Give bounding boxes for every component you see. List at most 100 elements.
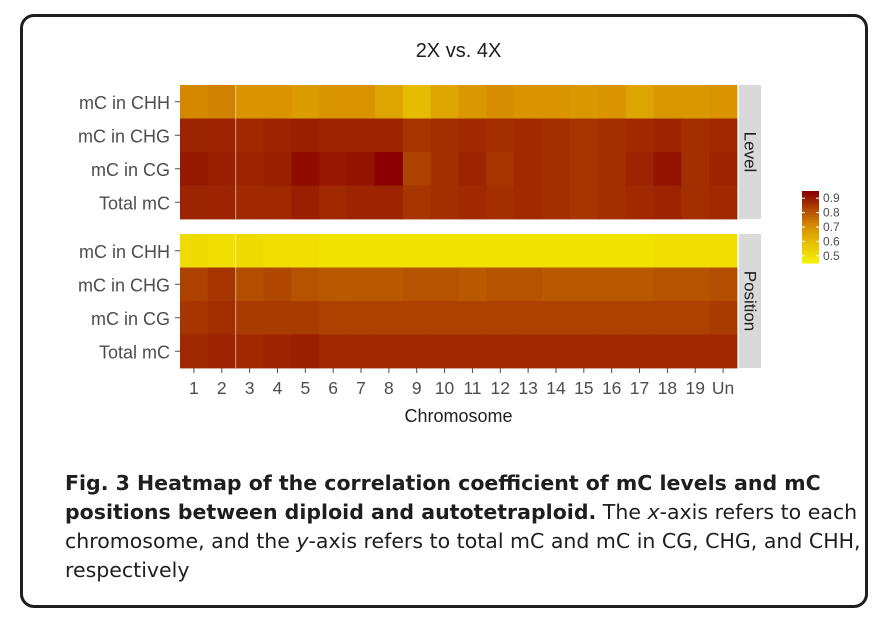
heatmap-cell (180, 334, 209, 369)
x-tick-label: 7 (356, 378, 366, 398)
heatmap-cell (681, 267, 710, 302)
legend-colorbar-segment (802, 203, 819, 206)
facet-strip (739, 85, 761, 219)
row-label: mC in CHH (79, 93, 170, 113)
heatmap-cell (514, 301, 543, 335)
x-tick-label: 9 (412, 378, 422, 398)
heatmap-cell (430, 152, 459, 186)
legend-colorbar-segment (802, 221, 819, 224)
heatmap-cell (709, 85, 738, 119)
chart-title: 2X vs. 4X (416, 40, 502, 62)
row-label: mC in CG (91, 309, 170, 329)
heatmap-cell (430, 301, 459, 335)
legend-colorbar-segment (802, 243, 819, 246)
heatmap-cell (625, 152, 654, 186)
x-tick-label: 17 (630, 378, 649, 398)
heatmap-cell (347, 301, 376, 335)
heatmap-cell (542, 234, 571, 268)
heatmap-cell (319, 118, 348, 153)
heatmap-cell (597, 267, 626, 302)
heatmap-cell (625, 85, 654, 119)
heatmap-cell (374, 152, 404, 186)
heatmap-cell (291, 185, 320, 220)
heatmap-cell (430, 185, 459, 220)
x-tick-label: 8 (384, 378, 394, 398)
heatmap-cell (263, 334, 292, 369)
heatmap-cell (681, 185, 710, 220)
heatmap-cell (653, 334, 682, 369)
legend-colorbar-segment (802, 211, 819, 214)
legend-colorbar-segment (802, 235, 819, 238)
heatmap-cell (235, 152, 264, 186)
heatmap-cell (458, 267, 487, 302)
x-tick-label: 1 (189, 378, 199, 398)
row-label: Total mC (99, 193, 170, 213)
caption-text-1: The (596, 500, 648, 524)
heatmap-cell (430, 118, 459, 153)
heatmap-cell (569, 185, 599, 220)
heatmap-cell (180, 85, 209, 119)
heatmap-cell (681, 301, 710, 335)
heatmap-cell (180, 234, 209, 268)
heatmap-cell (402, 185, 432, 220)
x-tick-label: 13 (518, 378, 537, 398)
heatmap-cell (402, 301, 432, 335)
heatmap-cell (514, 185, 543, 220)
heatmap-cell (486, 118, 515, 153)
heatmap-cell (514, 85, 543, 119)
figure-caption: Fig. 3 Heatmap of the correlation coeffi… (65, 469, 865, 585)
heatmap-cell (235, 234, 264, 268)
heatmap-cell (319, 234, 348, 268)
x-tick-label: 11 (463, 378, 481, 398)
heatmap-cell (319, 85, 348, 119)
heatmap-cell (235, 334, 264, 369)
legend-colorbar-segment (802, 223, 819, 226)
heatmap-cell (709, 301, 738, 335)
heatmap-cell (291, 152, 320, 186)
heatmap-cell (207, 152, 237, 186)
heatmap-cell (402, 234, 432, 268)
heatmap-cell (569, 234, 599, 268)
legend-tick-label: 0.9 (823, 191, 840, 205)
heatmap-cell (569, 118, 599, 153)
heatmap-cell (402, 267, 432, 302)
row-label: mC in CG (91, 160, 170, 180)
legend-colorbar-segment (802, 249, 819, 252)
heatmap-cell (709, 334, 738, 369)
heatmap-cell (374, 185, 404, 220)
legend-colorbar-segment (802, 201, 819, 204)
heatmap-cell (207, 301, 237, 335)
heatmap-cell (569, 267, 599, 302)
heatmap-cell (514, 334, 543, 369)
heatmap-cell (319, 267, 348, 302)
x-tick-label: 2 (217, 378, 227, 398)
heatmap-cell (569, 152, 599, 186)
facet-strip-label: Position (741, 271, 760, 331)
heatmap-cell (486, 334, 515, 369)
heatmap-cell (653, 185, 682, 220)
heatmap-cell (319, 152, 348, 186)
legend-colorbar-segment (802, 209, 819, 212)
x-tick-label: 15 (574, 378, 593, 398)
heatmap-cell (207, 234, 237, 268)
heatmap-cell (458, 185, 487, 220)
caption-x-term: x (647, 500, 660, 524)
heatmap-cell (458, 234, 487, 268)
heatmap-cell (207, 334, 237, 369)
heatmap-cell (542, 118, 571, 153)
legend-colorbar-segment (802, 197, 819, 200)
row-label: mC in CHH (79, 242, 170, 262)
heatmap-cell (653, 118, 682, 153)
heatmap-cell (347, 334, 376, 369)
x-tick-label: 19 (685, 378, 704, 398)
caption-y-term: y (296, 529, 309, 553)
heatmap-cell (207, 118, 237, 153)
heatmap-cell (291, 267, 320, 302)
heatmap-cell (180, 301, 209, 335)
heatmap-cell (514, 267, 543, 302)
heatmap-cell (542, 334, 571, 369)
heatmap-cell (681, 118, 710, 153)
heatmap-cell (347, 185, 376, 220)
heatmap-cell (263, 118, 292, 153)
heatmap-cell (486, 234, 515, 268)
